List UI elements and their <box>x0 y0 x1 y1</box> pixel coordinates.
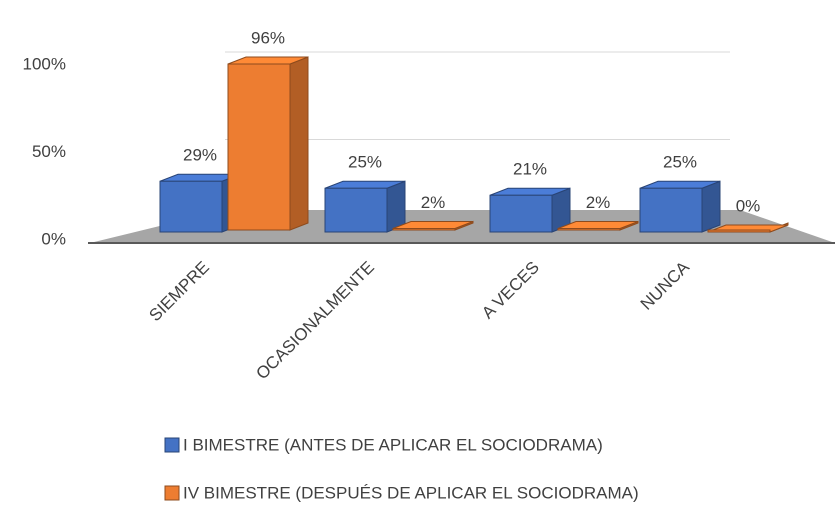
legend-swatch <box>164 485 180 501</box>
bar <box>227 56 309 231</box>
bar <box>639 180 721 233</box>
bar-side <box>701 180 721 233</box>
bar <box>392 220 474 231</box>
bar-front <box>639 187 703 233</box>
value-label: 21% <box>513 160 547 179</box>
x-tick-label: SIEMPRE <box>145 258 213 326</box>
x-tick-label: OCASIONALMENTE <box>252 258 378 384</box>
value-label: 29% <box>183 146 217 165</box>
x-tick-label: A VECES <box>478 258 543 323</box>
value-label: 2% <box>421 193 446 212</box>
value-label: 96% <box>251 28 285 47</box>
y-tick-label: 0% <box>41 229 66 248</box>
value-label: 25% <box>663 153 697 172</box>
bar-front <box>707 229 771 233</box>
legend-label: IV BIMESTRE (DESPUÉS DE APLICAR EL SOCIO… <box>183 483 639 502</box>
legend-swatch <box>164 437 180 453</box>
bar-front <box>557 228 621 231</box>
bar <box>557 220 639 231</box>
bar-side <box>289 56 309 231</box>
value-label: 0% <box>736 196 761 215</box>
bar <box>324 180 406 233</box>
bar-front <box>159 180 223 233</box>
bar-front <box>227 63 291 231</box>
bar <box>489 187 571 233</box>
y-tick-label: 100% <box>23 54 66 73</box>
bar-front <box>489 194 553 233</box>
bar <box>707 222 789 233</box>
legend-label: I BIMESTRE (ANTES DE APLICAR EL SOCIODRA… <box>183 435 603 454</box>
value-label: 2% <box>586 193 611 212</box>
bar-front <box>392 228 456 231</box>
x-tick-label: NUNCA <box>637 257 694 314</box>
bar-front <box>324 187 388 233</box>
y-tick-label: 50% <box>32 142 66 161</box>
value-label: 25% <box>348 153 382 172</box>
